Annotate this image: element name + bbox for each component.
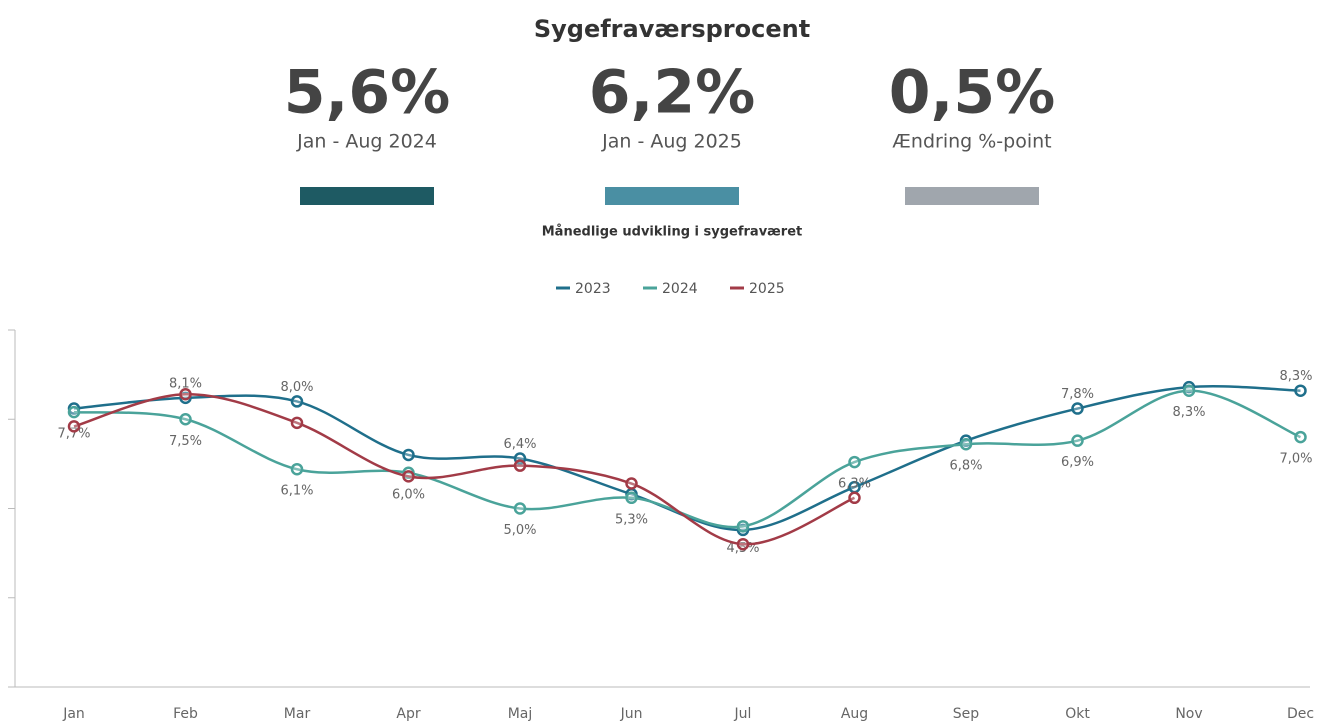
data-point [1182,384,1196,397]
x-tick-label: Aug [841,706,868,722]
data-point [513,459,527,472]
data-label: 5,0% [503,523,536,538]
kpi-label: Ændring %-point [892,131,1051,153]
data-point [290,395,304,408]
kpi-value: 6,2% [589,58,755,128]
kpi-value: 0,5% [889,58,1055,128]
data-point [513,502,527,515]
chart-title: Månedlige udvikling i sygefraværet [542,225,802,240]
x-tick-label: Jan [62,706,85,722]
x-tick-label: Nov [1175,706,1202,722]
data-label: 8,3% [1172,405,1205,420]
legend-label: 2025 [749,281,785,297]
data-point [625,491,638,505]
data-label: 6,1% [280,484,313,499]
data-label: 6,9% [1061,455,1094,470]
data-point [625,477,638,490]
data-point [1294,430,1307,444]
x-tick-label: Okt [1065,706,1090,722]
data-label: 8,1% [169,376,202,391]
data-point [402,470,415,483]
data-point [67,420,81,433]
page-title: Sygefraværsprocent [534,15,810,43]
kpi-bar [300,187,434,205]
data-point [1071,402,1084,415]
series-line [73,393,855,546]
data-point [959,437,973,451]
kpi-label: Jan - Aug 2024 [296,131,437,153]
data-label: 6,0% [392,487,425,502]
data-label: 6,8% [949,459,982,474]
data-label: 7,7% [57,427,90,442]
data-label: 5,3% [615,512,648,527]
x-tick-label: Sep [953,706,980,722]
x-tick-label: Dec [1287,706,1314,722]
legend-label: 2024 [662,281,698,297]
x-tick-label: Jun [620,706,643,722]
data-point [848,491,861,505]
data-point [402,448,415,462]
data-label: 6,3% [838,477,871,492]
data-point [290,462,304,476]
x-tick-label: Mar [284,706,311,722]
data-point [1294,384,1307,397]
data-label: 8,0% [280,380,313,395]
kpi-bar [905,187,1039,205]
x-tick-label: Jul [734,706,752,722]
data-label: 8,3% [1279,369,1312,384]
series-line [73,389,1301,529]
data-point [179,388,192,401]
legend-label: 2023 [575,281,611,297]
data-point [736,520,750,533]
x-tick-label: Feb [173,706,198,722]
data-point [736,537,750,551]
data-label: 7,5% [169,434,202,449]
data-label: 7,0% [1279,452,1312,467]
x-tick-label: Maj [508,706,533,722]
data-point [848,455,861,469]
kpi-bar [605,187,739,205]
kpi-label: Jan - Aug 2025 [601,131,742,153]
data-label: 6,4% [503,437,536,452]
data-point [1071,434,1084,447]
kpi-value: 5,6% [284,58,450,128]
data-label: 7,8% [1061,387,1094,402]
data-point [290,416,304,430]
x-tick-label: Apr [396,706,420,722]
data-point [179,413,192,426]
data-point [67,405,81,419]
